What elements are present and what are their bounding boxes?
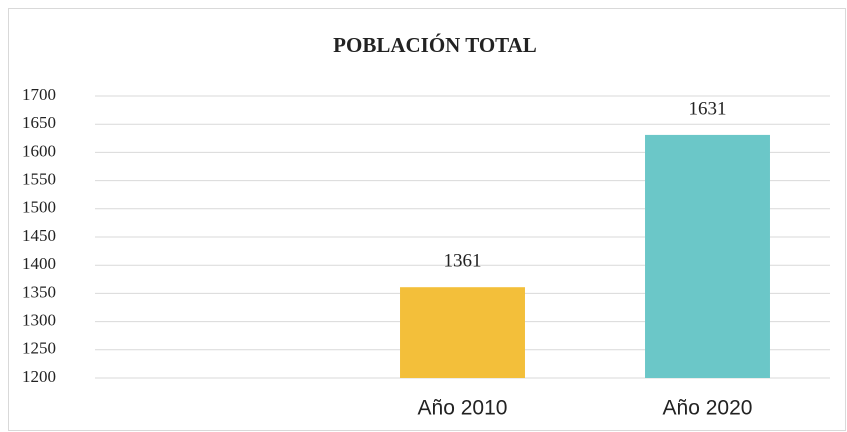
y-tick-label: 1700 <box>22 85 56 104</box>
y-tick-label: 1600 <box>22 141 56 160</box>
y-tick-label: 1250 <box>22 339 56 358</box>
x-tick-label: Año 2020 <box>663 397 753 420</box>
data-label: 1631 <box>689 98 727 119</box>
y-tick-label: 1650 <box>22 113 56 132</box>
bar <box>645 134 770 378</box>
y-tick-label: 1450 <box>22 226 56 245</box>
y-tick-label: 1400 <box>22 254 56 273</box>
y-tick-label: 1200 <box>22 367 56 386</box>
x-tick-label: Año 2010 <box>418 397 508 420</box>
y-tick-label: 1500 <box>22 198 56 217</box>
chart-title: POBLACIÓN TOTAL <box>333 33 537 57</box>
bar <box>400 287 525 378</box>
y-tick-label: 1350 <box>22 282 56 301</box>
y-tick-label: 1300 <box>22 311 56 330</box>
y-tick-label: 1550 <box>22 170 56 189</box>
data-label: 1361 <box>444 251 482 272</box>
